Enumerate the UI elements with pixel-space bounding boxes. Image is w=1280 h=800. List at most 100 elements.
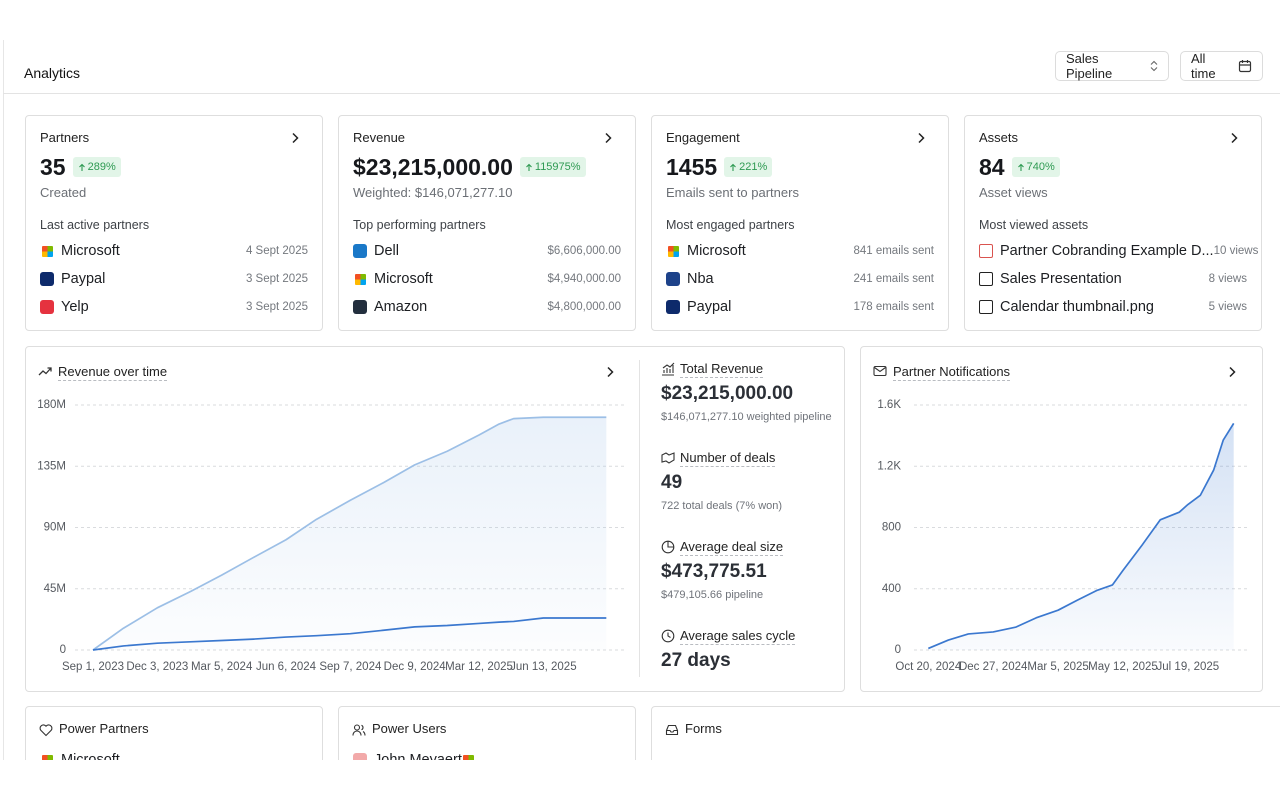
list-item[interactable]: Sales Presentation 8 views <box>979 269 1247 289</box>
company-icon <box>463 754 475 760</box>
bottom-card: Power Users John Meyaert <box>338 706 636 760</box>
change-badge: 115975% <box>519 157 586 177</box>
list-item[interactable]: Yelp 3 Sept 2025 <box>40 297 308 317</box>
list-title: Most engaged partners <box>666 218 795 232</box>
stat-detail: 722 total deals (7% won) <box>661 500 783 512</box>
card-value: 1455 <box>666 154 718 180</box>
list-item[interactable]: Microsoft $4,940,000.00 <box>353 269 621 289</box>
line <box>92 416 607 651</box>
stat-label[interactable]: Average deal size <box>680 539 784 556</box>
stat-value: 49 <box>661 472 683 493</box>
stat-value: 27 days <box>661 650 731 671</box>
page-title: Analytics <box>24 65 81 81</box>
x-tick-label: Dec 3, 2023 <box>126 661 188 673</box>
header-divider <box>3 93 1280 94</box>
line <box>927 422 1235 650</box>
list-item[interactable]: Dell $6,606,000.00 <box>353 241 621 261</box>
trend-icon <box>38 367 52 376</box>
x-tick-label: Dec 9, 2024 <box>384 661 447 673</box>
arrow-up <box>78 163 85 171</box>
x-tick-label: Jul 19, 2025 <box>1157 661 1220 673</box>
stat-icon <box>661 540 675 554</box>
card-icon <box>352 724 366 736</box>
item-icon <box>979 244 993 258</box>
mail-icon <box>873 365 887 377</box>
y-tick-label: 180M <box>37 399 66 411</box>
item-meta: 8 views <box>1208 273 1247 285</box>
arrow-up <box>1017 163 1024 171</box>
card-title: Partners <box>40 130 90 145</box>
list-item[interactable]: Nba 241 emails sent <box>666 269 934 289</box>
stat-label[interactable]: Average sales cycle <box>680 628 796 645</box>
change-text: 740% <box>1026 161 1055 173</box>
pipeline-select[interactable]: Sales Pipeline <box>1055 51 1169 81</box>
item-icon <box>353 753 367 760</box>
panel-divider <box>639 360 640 677</box>
list-item[interactable]: Paypal 3 Sept 2025 <box>40 269 308 289</box>
item-meta: 10 views <box>1213 245 1259 257</box>
item-name: Amazon <box>374 299 428 315</box>
y-tick-label: 800 <box>882 522 901 534</box>
change-badge: 221% <box>724 157 773 177</box>
chart-title[interactable]: Partner Notifications <box>893 364 1011 381</box>
item-name: Microsoft <box>61 752 120 760</box>
card-subtitle: Asset views <box>979 185 1048 200</box>
change-text: 221% <box>739 161 768 173</box>
x-tick-label: Sep 7, 2024 <box>319 661 382 673</box>
card-value: 35 <box>40 154 66 180</box>
change-badge: 289% <box>72 157 121 177</box>
x-tick-label: May 12, 2025 <box>1088 661 1158 673</box>
time-select[interactable]: All time <box>1180 51 1263 81</box>
change-badge: 740% <box>1011 157 1060 177</box>
list-item[interactable]: Partner Cobranding Example D... 10 views <box>979 241 1258 261</box>
pipeline-select-label: Sales Pipeline <box>1066 51 1113 81</box>
chevron[interactable] <box>605 366 615 378</box>
x-tick-label: Jun 6, 2024 <box>256 661 317 673</box>
arrow-up <box>730 163 737 171</box>
item-icon <box>354 273 366 285</box>
stat-label[interactable]: Number of deals <box>680 450 776 467</box>
item-meta: $4,800,000.00 <box>547 301 621 313</box>
card-title: Power Partners <box>59 721 149 736</box>
item-icon <box>667 245 679 257</box>
chevron[interactable] <box>603 132 613 144</box>
y-tick-label: 90M <box>44 522 66 534</box>
list-item[interactable]: Calendar thumbnail.png 5 views <box>979 297 1247 317</box>
list-item[interactable]: Microsoft <box>40 750 308 760</box>
item-meta: 178 emails sent <box>853 301 934 313</box>
list-item[interactable]: Paypal 178 emails sent <box>666 297 934 317</box>
y-tick-label: 135M <box>37 460 66 472</box>
updown-icon <box>1150 60 1158 72</box>
chevron[interactable] <box>290 132 300 144</box>
stat-card: Engagement 1455 221% Emails sent to partner… <box>651 115 949 331</box>
stat-detail: $146,071,277.10 weighted pipeline <box>661 411 832 423</box>
change-text: 115975% <box>534 161 581 173</box>
y-tick-label: 45M <box>44 583 66 595</box>
time-select-label: All time <box>1191 51 1216 81</box>
y-tick-label: 1.6K <box>877 399 901 411</box>
list-item[interactable]: Amazon $4,800,000.00 <box>353 297 621 317</box>
stat-card: Assets 84 740% Asset views Most viewed asset… <box>964 115 1262 331</box>
card-title: Revenue <box>353 130 406 145</box>
calendar-icon <box>1239 60 1252 73</box>
card-value: 84 <box>979 154 1005 180</box>
list-item[interactable]: Microsoft 841 emails sent <box>666 241 934 261</box>
y-tick-label: 1.2K <box>877 460 901 472</box>
list-item[interactable]: John Meyaert <box>353 750 621 760</box>
card-value: $23,215,000.00 <box>353 154 513 180</box>
stat-value: $23,215,000.00 <box>661 383 794 404</box>
list-item[interactable]: Microsoft 4 Sept 2025 <box>40 241 308 261</box>
chevron[interactable] <box>916 132 926 144</box>
chevron[interactable] <box>1229 132 1239 144</box>
item-icon <box>666 300 680 314</box>
item-icon <box>41 754 53 760</box>
item-icon <box>40 272 54 286</box>
change-text: 289% <box>87 161 116 173</box>
chart-title[interactable]: Revenue over time <box>58 364 168 381</box>
item-icon <box>353 300 367 314</box>
chevron[interactable] <box>1227 366 1237 378</box>
card-subtitle: Emails sent to partners <box>666 185 799 200</box>
stat-label[interactable]: Total Revenue <box>680 361 764 378</box>
